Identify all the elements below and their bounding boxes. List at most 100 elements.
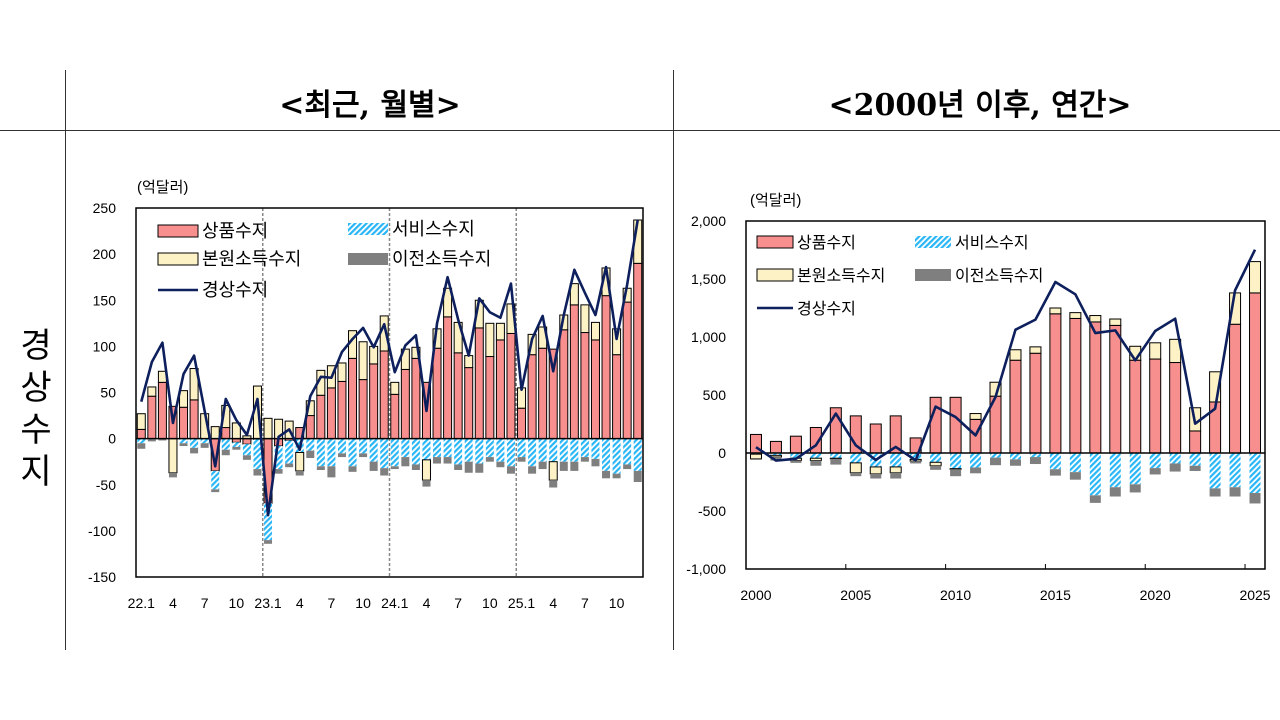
bar-secondary-income: [433, 457, 442, 464]
center-divider: [673, 70, 674, 650]
bar-primary-income: [337, 362, 347, 382]
bar-secondary-income: [200, 443, 209, 448]
bar-secondary-income: [401, 457, 410, 467]
x-tick-label: 23.1: [254, 595, 281, 611]
plot-frame: [745, 220, 1266, 570]
bar-secondary-income: [850, 472, 862, 477]
x-tick-label: 2020: [1140, 587, 1171, 603]
bar-services: [443, 438, 452, 458]
bar-secondary-income: [1029, 457, 1041, 465]
bar-secondary-income: [380, 468, 389, 476]
bar-services: [327, 438, 336, 467]
bar-services: [454, 438, 463, 465]
bar-services: [506, 438, 515, 467]
bar-services: [137, 438, 146, 444]
bar-services: [1069, 453, 1081, 473]
bar-primary-income: [829, 457, 842, 460]
x-tick-label: 10: [355, 595, 371, 611]
x-tick-label: 7: [201, 595, 209, 611]
y-tick-label: 150: [93, 292, 117, 308]
bar-services: [990, 453, 1002, 458]
bar-services: [422, 438, 431, 460]
legend-label: 이전소득수지: [392, 249, 491, 269]
bar-goods: [1009, 359, 1022, 454]
bar-primary-income: [849, 462, 862, 474]
x-tick-label: 7: [454, 595, 462, 611]
bar-services: [433, 438, 442, 458]
y-tick-label: 0: [718, 445, 726, 461]
x-tick-label: 2015: [1040, 587, 1071, 603]
bar-secondary-income: [285, 463, 294, 468]
x-tick-label: 10: [609, 595, 625, 611]
bar-services: [1209, 453, 1221, 489]
bar-secondary-income: [1169, 463, 1181, 472]
row-label: 경상수지: [20, 326, 52, 492]
bar-services: [1169, 453, 1181, 464]
bar-services: [190, 438, 199, 448]
bar-primary-income: [590, 321, 600, 341]
x-tick-label: 4: [169, 595, 177, 611]
bar-services: [475, 438, 484, 464]
current-account-line: [755, 249, 1257, 462]
bar-secondary-income: [242, 455, 251, 460]
left-divider: [65, 70, 66, 650]
x-tick-label: 2025: [1239, 587, 1270, 603]
bar-primary-income: [1149, 342, 1162, 360]
legend-label: 상품수지: [797, 234, 856, 252]
bar-primary-income: [358, 341, 368, 381]
bar-primary-income: [147, 386, 157, 397]
bar-services: [633, 438, 642, 471]
bar-services: [1029, 453, 1041, 458]
left-panel-title: <최근, 월별>: [279, 88, 461, 123]
bar-secondary-income: [890, 472, 902, 479]
bar-secondary-income: [137, 443, 146, 449]
bar-goods: [1189, 430, 1202, 454]
y-tick-label: 500: [703, 387, 727, 403]
bar-secondary-income: [168, 472, 177, 478]
bar-services: [602, 438, 611, 471]
legend-swatch-goods: [756, 235, 794, 249]
bar-services: [1089, 453, 1101, 496]
y-tick-label: -500: [698, 503, 726, 519]
bar-services: [890, 453, 902, 467]
bar-secondary-income: [1009, 459, 1021, 466]
bar-services: [200, 438, 209, 444]
legend-swatch-services: [915, 236, 951, 248]
legend-label: 본원소득수지: [202, 249, 301, 269]
bar-services: [359, 438, 368, 454]
bar-secondary-income: [517, 457, 526, 462]
bar-services: [612, 438, 621, 474]
legend-swatch-secondary-income: [915, 269, 951, 281]
bar-secondary-income: [390, 466, 399, 470]
bar-secondary-income: [359, 453, 368, 458]
bar-services: [253, 439, 262, 470]
bar-goods: [1049, 313, 1062, 454]
x-tick-label: 2010: [940, 587, 971, 603]
bar-services: [464, 438, 473, 462]
bar-secondary-income: [602, 470, 611, 479]
bar-services: [830, 453, 842, 459]
bar-services: [369, 438, 378, 462]
bar-services: [538, 438, 547, 462]
bar-secondary-income: [190, 447, 199, 454]
bar-secondary-income: [506, 466, 515, 474]
bar-secondary-income: [158, 438, 167, 441]
bar-goods: [769, 440, 782, 454]
bar-services: [221, 438, 230, 450]
plot-frame: [135, 207, 644, 578]
bar-goods: [1089, 321, 1102, 454]
legend-label: 경상수지: [202, 280, 268, 300]
bar-secondary-income: [770, 457, 782, 461]
bar-services: [559, 438, 568, 462]
y-tick-label: 1,500: [691, 271, 726, 287]
bar-secondary-income: [538, 461, 547, 470]
bar-services: [1149, 453, 1161, 469]
bar-services: [242, 444, 251, 456]
bar-services: [1049, 453, 1061, 470]
bar-secondary-income: [422, 480, 431, 487]
bar-primary-income: [1029, 346, 1042, 354]
bar-secondary-income: [970, 467, 982, 474]
y-tick-label: -1,000: [686, 561, 726, 577]
bar-primary-income: [1089, 315, 1102, 323]
